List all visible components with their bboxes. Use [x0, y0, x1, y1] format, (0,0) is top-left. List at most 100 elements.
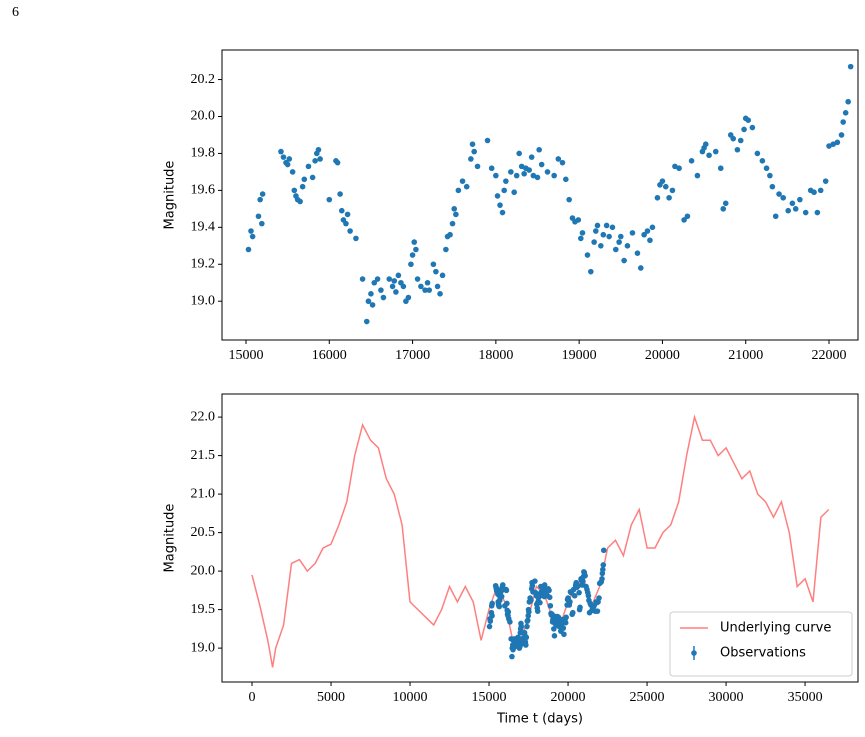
point: [591, 239, 597, 245]
x-tick-label: 19000: [562, 348, 597, 363]
point: [513, 172, 520, 179]
point: [822, 178, 829, 184]
x-tick-label: 35000: [788, 690, 823, 705]
point: [769, 183, 776, 190]
point: [326, 196, 333, 203]
point: [400, 283, 407, 290]
point: [468, 156, 474, 162]
point: [312, 158, 318, 164]
point: [659, 178, 666, 184]
point: [616, 239, 622, 245]
point: [280, 154, 287, 160]
point: [433, 268, 439, 275]
point: [544, 169, 551, 175]
x-tick-label: 15000: [228, 348, 263, 363]
point: [694, 172, 701, 179]
point: [530, 172, 537, 179]
point: [389, 283, 396, 290]
point: [789, 200, 796, 207]
point: [413, 246, 419, 253]
point: [508, 169, 514, 175]
point: [772, 213, 779, 220]
point: [741, 126, 747, 133]
point: [344, 211, 351, 218]
x-tick-label: 16000: [312, 348, 347, 363]
point: [443, 246, 449, 253]
point: [363, 318, 370, 325]
point: [593, 228, 599, 234]
y-tick-label: 20.0: [191, 563, 216, 578]
point: [621, 257, 627, 264]
point: [449, 220, 456, 227]
point: [493, 172, 499, 179]
legend-label: Observations: [720, 646, 806, 661]
point: [430, 261, 437, 268]
observation: [486, 623, 493, 630]
point: [255, 213, 262, 220]
x-tick-label: 17000: [395, 348, 430, 363]
point: [347, 228, 353, 234]
observation: [580, 578, 586, 584]
observation: [541, 582, 548, 588]
observation: [600, 547, 607, 554]
point: [245, 246, 252, 253]
observation: [569, 609, 576, 616]
point: [424, 279, 431, 286]
observation: [523, 634, 530, 641]
y-tick-label: 21.0: [191, 486, 216, 501]
point: [776, 191, 782, 197]
observation: [524, 623, 530, 630]
observation: [546, 587, 552, 594]
point: [634, 250, 641, 256]
y-tick-label: 19.0: [191, 293, 216, 308]
observation: [577, 604, 583, 611]
point: [317, 156, 323, 162]
point: [555, 156, 562, 162]
point: [422, 287, 428, 293]
point: [759, 158, 766, 164]
point: [749, 124, 756, 131]
observation: [489, 600, 496, 607]
point: [734, 146, 741, 153]
point: [528, 154, 535, 160]
observation: [585, 592, 592, 599]
point: [408, 261, 414, 268]
point: [338, 207, 345, 214]
point: [600, 231, 607, 238]
point: [503, 178, 509, 184]
point: [644, 228, 651, 234]
point: [309, 174, 316, 181]
point: [538, 161, 545, 168]
x-tick-label: 20000: [645, 348, 680, 363]
observation: [526, 609, 532, 615]
point: [606, 233, 612, 240]
point: [257, 196, 263, 203]
point: [409, 252, 416, 258]
point: [395, 272, 402, 279]
observation: [596, 595, 602, 601]
observation: [505, 609, 512, 615]
point: [378, 287, 384, 293]
point: [497, 202, 503, 208]
point: [469, 141, 476, 148]
observation: [560, 625, 567, 631]
point: [418, 283, 424, 290]
observation: [509, 653, 515, 660]
point: [374, 276, 381, 282]
point: [289, 169, 296, 175]
y-tick-label: 20.0: [191, 109, 216, 124]
observation: [600, 562, 607, 568]
observation: [498, 593, 505, 600]
point: [834, 139, 841, 146]
point: [845, 98, 851, 105]
point: [499, 209, 506, 216]
point: [359, 276, 366, 282]
point: [501, 187, 507, 194]
observation: [576, 589, 582, 596]
point: [259, 220, 265, 227]
point: [453, 211, 459, 218]
point: [612, 246, 619, 253]
observation: [503, 587, 510, 594]
point: [278, 148, 284, 155]
